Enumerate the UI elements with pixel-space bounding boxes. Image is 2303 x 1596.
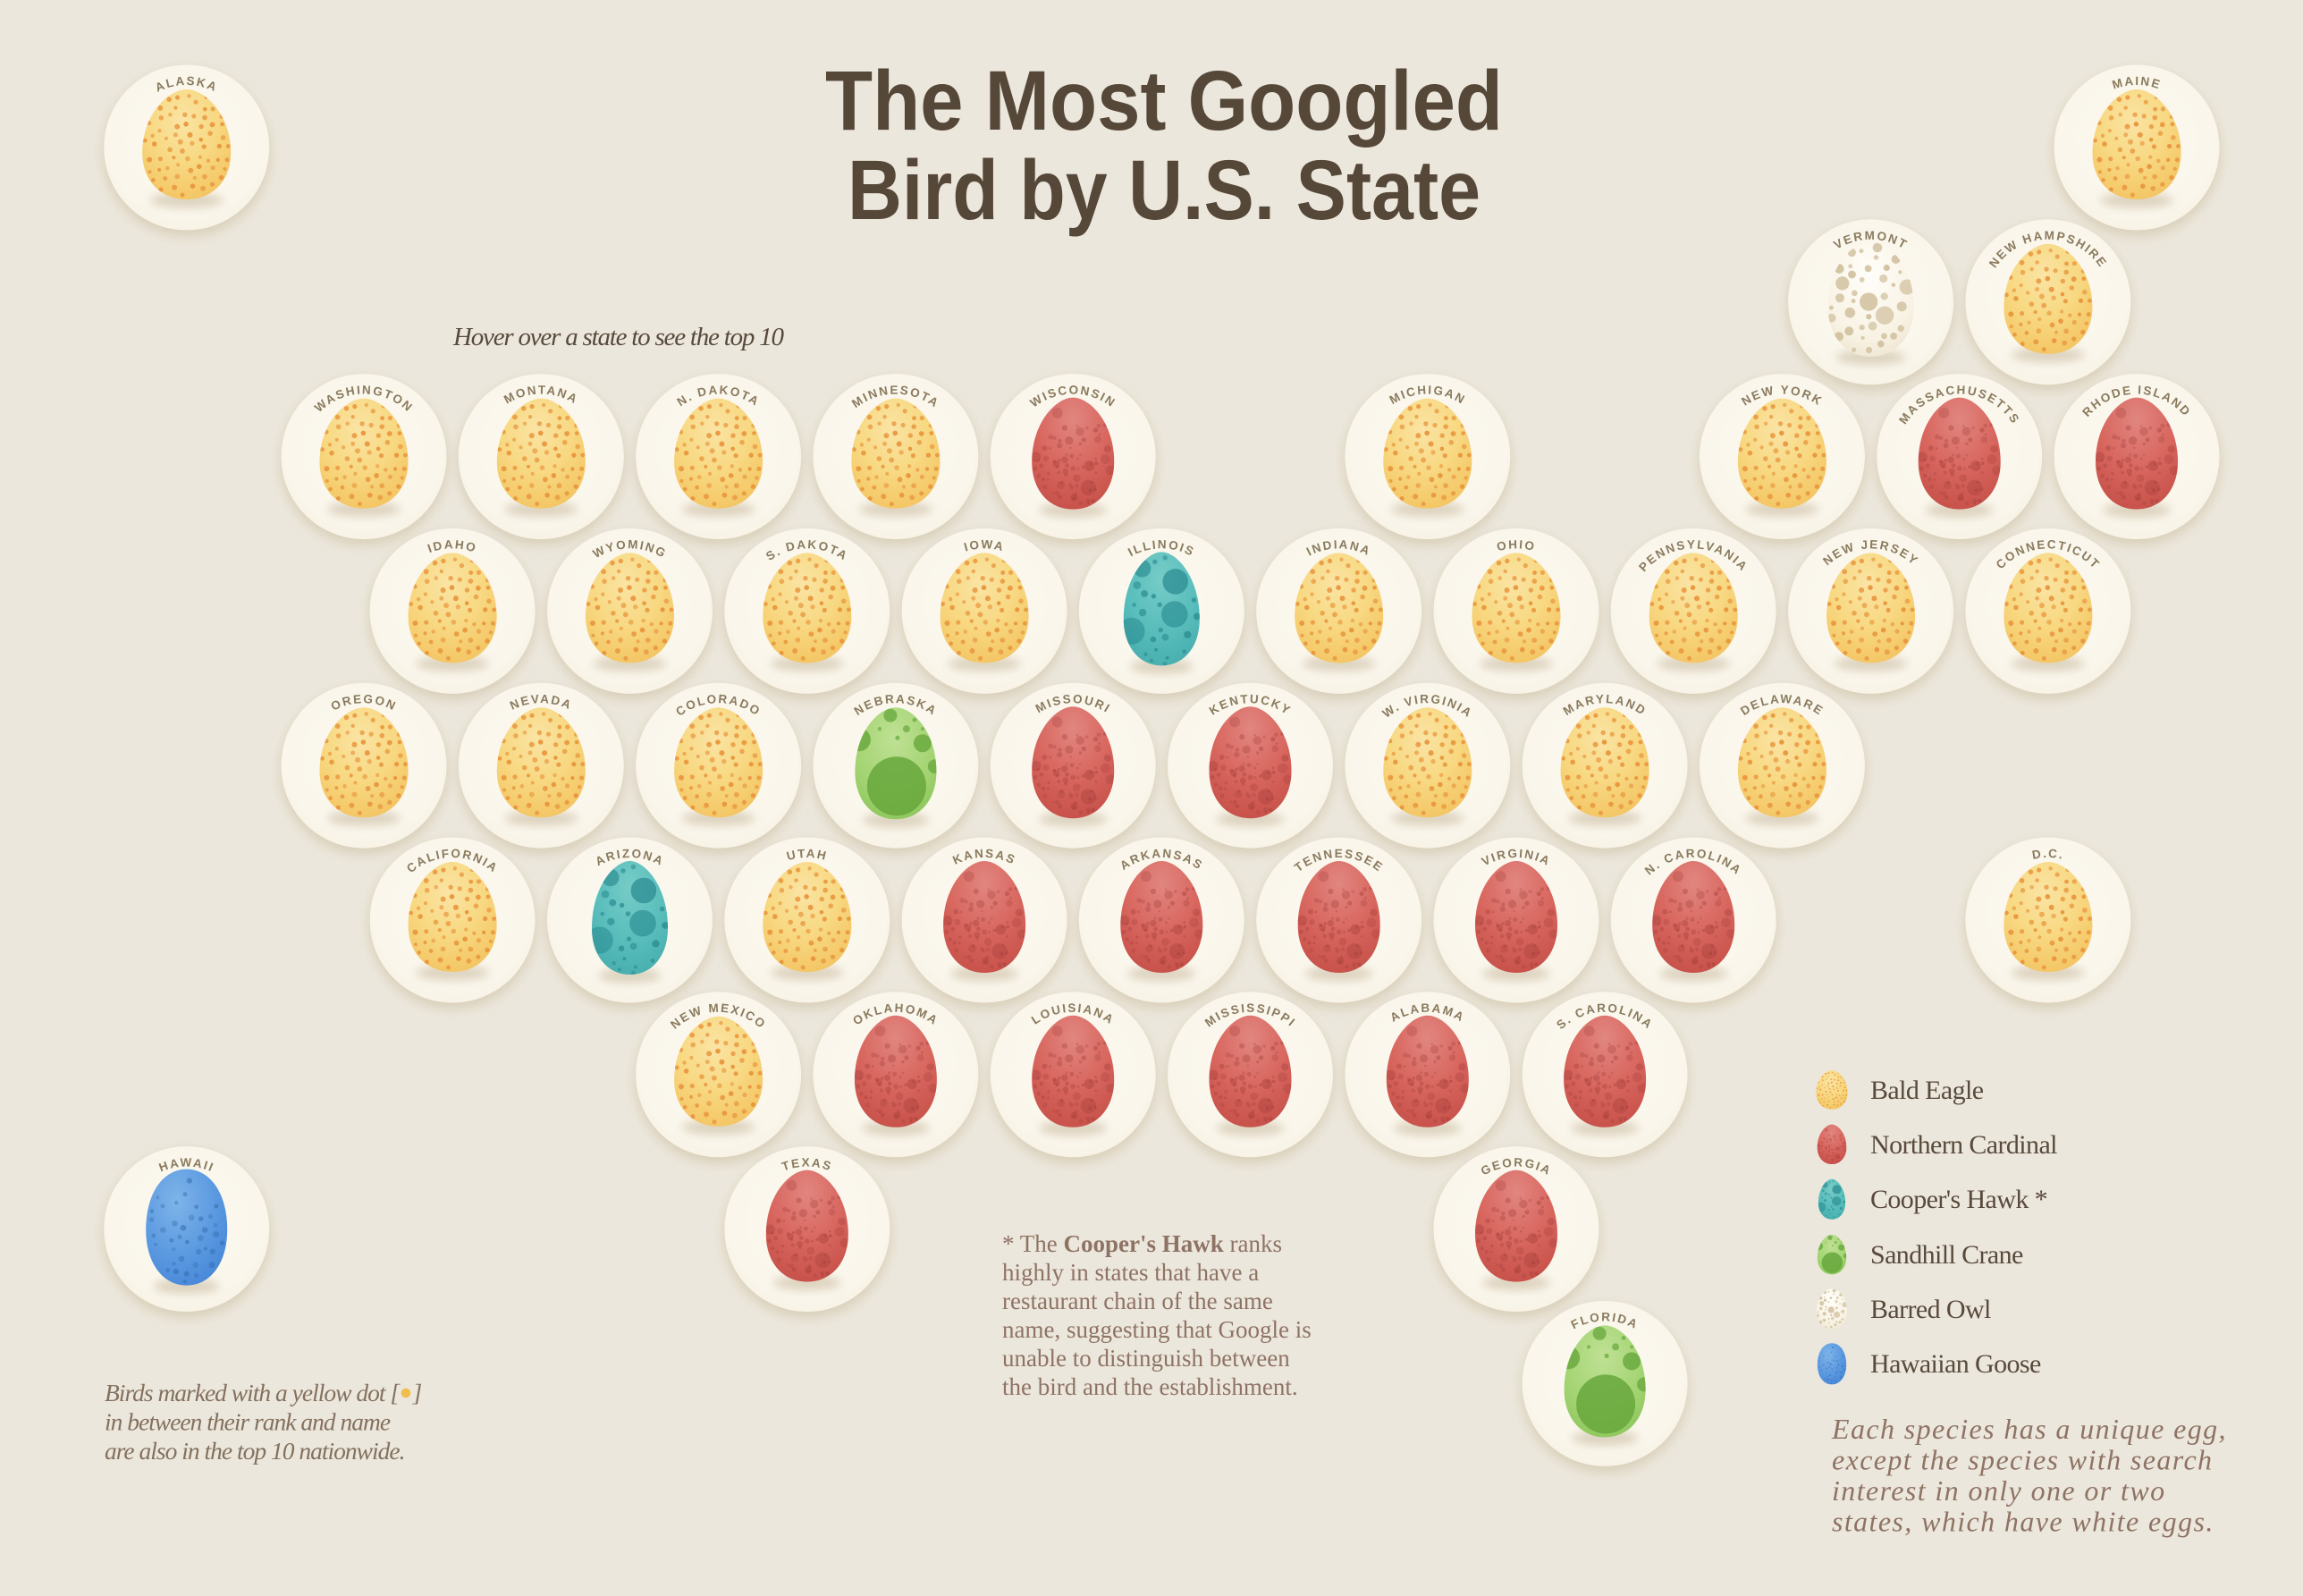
svg-text:Bald Eagle: Bald Eagle <box>1870 1076 1984 1105</box>
svg-text:KANSAS: KANSAS <box>950 847 1017 867</box>
svg-text:The Most Googled: The Most Googled <box>825 54 1503 148</box>
svg-text:Barred Owl: Barred Owl <box>1870 1295 1991 1324</box>
svg-text:Hover over a state to see the: Hover over a state to see the top 10 <box>452 323 785 351</box>
svg-text:in between their rank and name: in between their rank and name <box>105 1408 391 1436</box>
svg-text:]: ] <box>412 1379 423 1406</box>
svg-text:unable to distinguish between: unable to distinguish between <box>1002 1345 1290 1372</box>
svg-text:highly in states that have a: highly in states that have a <box>1002 1259 1259 1286</box>
svg-text:restaurant chain of the same: restaurant chain of the same <box>1002 1288 1273 1314</box>
svg-text:IDAHO: IDAHO <box>426 537 478 555</box>
svg-text:* The Cooper's Hawk ranks: * The Cooper's Hawk ranks <box>1002 1230 1282 1257</box>
svg-text:TEXAS: TEXAS <box>780 1156 834 1174</box>
svg-text:are also in the top 10 nationw: are also in the top 10 nationwide. <box>105 1437 404 1465</box>
svg-text:Each species has a unique egg,: Each species has a unique egg, <box>1831 1413 2227 1445</box>
svg-text:D.C.: D.C. <box>2031 847 2066 862</box>
svg-text:Cooper's Hawk *: Cooper's Hawk * <box>1870 1185 2047 1214</box>
svg-text:HAWAII: HAWAII <box>157 1156 216 1175</box>
svg-text:Northern Cardinal: Northern Cardinal <box>1870 1130 2057 1160</box>
svg-text:name, suggesting that Google i: name, suggesting that Google is <box>1002 1316 1312 1343</box>
svg-text:Sandhill Crane: Sandhill Crane <box>1870 1240 2023 1270</box>
svg-text:UTAH: UTAH <box>785 847 829 863</box>
svg-text:Hawaiian Goose: Hawaiian Goose <box>1870 1349 2041 1379</box>
svg-text:except the species with search: except the species with search <box>1832 1444 2213 1476</box>
svg-text:Birds marked with a yellow dot: Birds marked with a yellow dot [ <box>105 1379 401 1406</box>
svg-text:Bird by U.S. State: Bird by U.S. State <box>848 143 1480 238</box>
svg-text:NEVADA: NEVADA <box>508 692 574 713</box>
svg-text:states, which have white eggs.: states, which have white eggs. <box>1832 1506 2214 1538</box>
svg-text:interest in only one or two: interest in only one or two <box>1832 1474 2165 1507</box>
svg-text:the bird and the establishment: the bird and the establishment. <box>1002 1373 1298 1400</box>
svg-text:ALASKA: ALASKA <box>153 74 220 95</box>
